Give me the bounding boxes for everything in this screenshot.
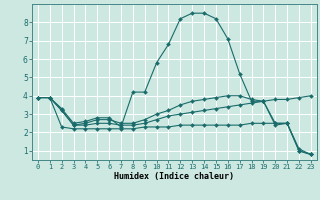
X-axis label: Humidex (Indice chaleur): Humidex (Indice chaleur)	[115, 172, 234, 181]
